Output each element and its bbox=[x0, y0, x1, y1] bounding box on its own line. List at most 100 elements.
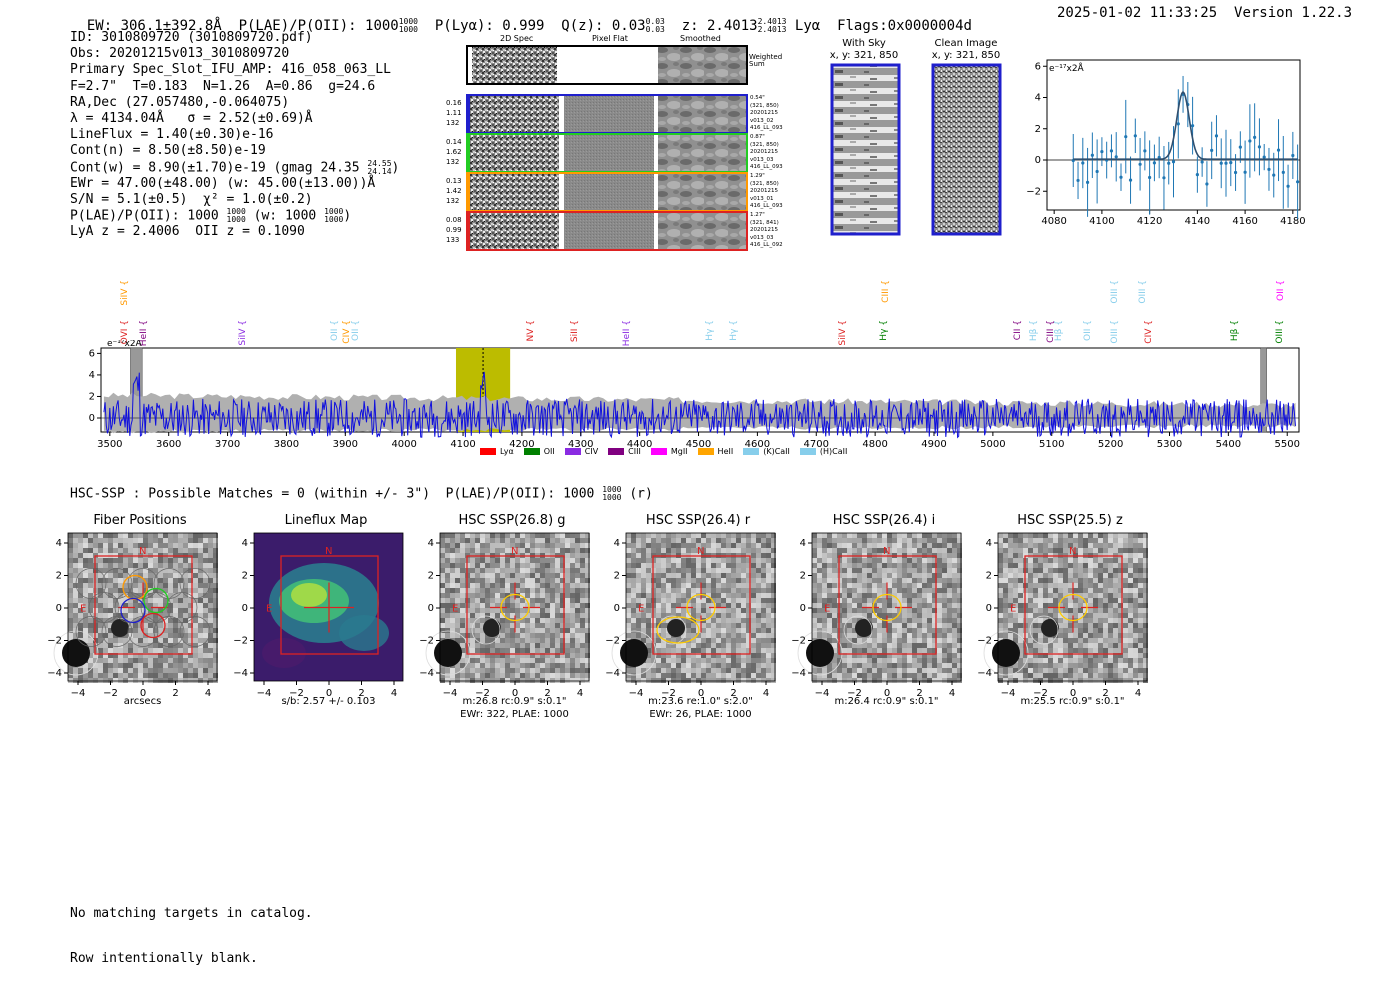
pixel bbox=[817, 603, 822, 608]
pixel bbox=[1083, 573, 1088, 578]
pixel bbox=[495, 538, 500, 543]
pixel bbox=[445, 628, 450, 633]
pixel bbox=[470, 663, 475, 668]
pixel bbox=[445, 583, 450, 588]
pixel bbox=[1073, 658, 1078, 663]
pixel bbox=[1033, 668, 1038, 673]
pixel bbox=[1078, 573, 1083, 578]
pixel bbox=[1058, 558, 1063, 563]
pixel bbox=[73, 603, 78, 608]
pixel bbox=[686, 543, 691, 548]
pixel bbox=[565, 588, 570, 593]
pixel bbox=[1138, 628, 1143, 633]
line-id-label: OIII { bbox=[1138, 280, 1148, 304]
pixel bbox=[626, 578, 631, 583]
pixel bbox=[721, 618, 726, 623]
pixel bbox=[1073, 563, 1078, 568]
pixel bbox=[631, 583, 636, 588]
pixel bbox=[168, 538, 173, 543]
pixel bbox=[198, 558, 203, 563]
pixel bbox=[148, 543, 153, 548]
pixel bbox=[736, 668, 741, 673]
pixel bbox=[475, 608, 480, 613]
pixel bbox=[731, 668, 736, 673]
pixel bbox=[1053, 538, 1058, 543]
pixel bbox=[832, 613, 837, 618]
pixel bbox=[1113, 633, 1118, 638]
pixel bbox=[73, 538, 78, 543]
pixel bbox=[455, 573, 460, 578]
pixel bbox=[455, 583, 460, 588]
pixel bbox=[480, 588, 485, 593]
pixel bbox=[440, 563, 445, 568]
pixel bbox=[1128, 588, 1133, 593]
pixel bbox=[822, 573, 827, 578]
pixel bbox=[1053, 608, 1058, 613]
pixel bbox=[133, 648, 138, 653]
pixel bbox=[646, 603, 651, 608]
pixel bbox=[198, 588, 203, 593]
pixel bbox=[877, 598, 882, 603]
pixel bbox=[1028, 588, 1033, 593]
pixel bbox=[666, 668, 671, 673]
pixel bbox=[832, 623, 837, 628]
pixel bbox=[917, 673, 922, 678]
pixel bbox=[756, 613, 761, 618]
pixel bbox=[545, 623, 550, 628]
pixel bbox=[520, 678, 525, 683]
pixel bbox=[636, 553, 641, 558]
pixel bbox=[892, 663, 897, 668]
zoom-data-point bbox=[1124, 135, 1127, 138]
pixel bbox=[711, 538, 716, 543]
pixel bbox=[208, 598, 213, 603]
pixel bbox=[555, 623, 560, 628]
pixel bbox=[721, 568, 726, 573]
pixel bbox=[510, 638, 515, 643]
pixel bbox=[173, 573, 178, 578]
cutout-row-left-value: 0.14 bbox=[446, 137, 462, 147]
pixel bbox=[1108, 548, 1113, 553]
ytick-label: −2 bbox=[47, 636, 62, 647]
cutout-2dspec bbox=[469, 174, 559, 210]
pixel bbox=[912, 568, 917, 573]
pixel bbox=[842, 608, 847, 613]
pixel bbox=[651, 668, 656, 673]
pixel bbox=[68, 623, 73, 628]
pixel bbox=[636, 573, 641, 578]
pixel bbox=[711, 558, 716, 563]
pixel bbox=[475, 543, 480, 548]
pixel bbox=[1133, 578, 1138, 583]
pixel bbox=[827, 543, 832, 548]
pixel bbox=[671, 673, 676, 678]
zoom-data-point bbox=[1172, 160, 1175, 163]
info-params: F=2.7" T=0.183 N=1.26 A=0.86 g=24.6 bbox=[70, 79, 399, 95]
pixel bbox=[1068, 563, 1073, 568]
pixel bbox=[525, 583, 530, 588]
pixel bbox=[98, 588, 103, 593]
pixel bbox=[168, 573, 173, 578]
pixel bbox=[525, 618, 530, 623]
line-id-label: Hβ { bbox=[1230, 320, 1240, 341]
pixel bbox=[163, 673, 168, 678]
pixel bbox=[882, 573, 887, 578]
pixel bbox=[570, 603, 575, 608]
pixel bbox=[515, 578, 520, 583]
pixel bbox=[1053, 588, 1058, 593]
pixel bbox=[902, 668, 907, 673]
pixel bbox=[208, 543, 213, 548]
pixel bbox=[837, 543, 842, 548]
pixel bbox=[1053, 558, 1058, 563]
pixel bbox=[726, 663, 731, 668]
pixel bbox=[153, 558, 158, 563]
pixel bbox=[515, 608, 520, 613]
pixel bbox=[1028, 558, 1033, 563]
pixel bbox=[470, 668, 475, 673]
pixel bbox=[1103, 548, 1108, 553]
pixel bbox=[671, 603, 676, 608]
pixel bbox=[168, 623, 173, 628]
zoom-data-point bbox=[1177, 122, 1180, 125]
pixel bbox=[500, 543, 505, 548]
pixel bbox=[173, 663, 178, 668]
pixel bbox=[1113, 578, 1118, 583]
